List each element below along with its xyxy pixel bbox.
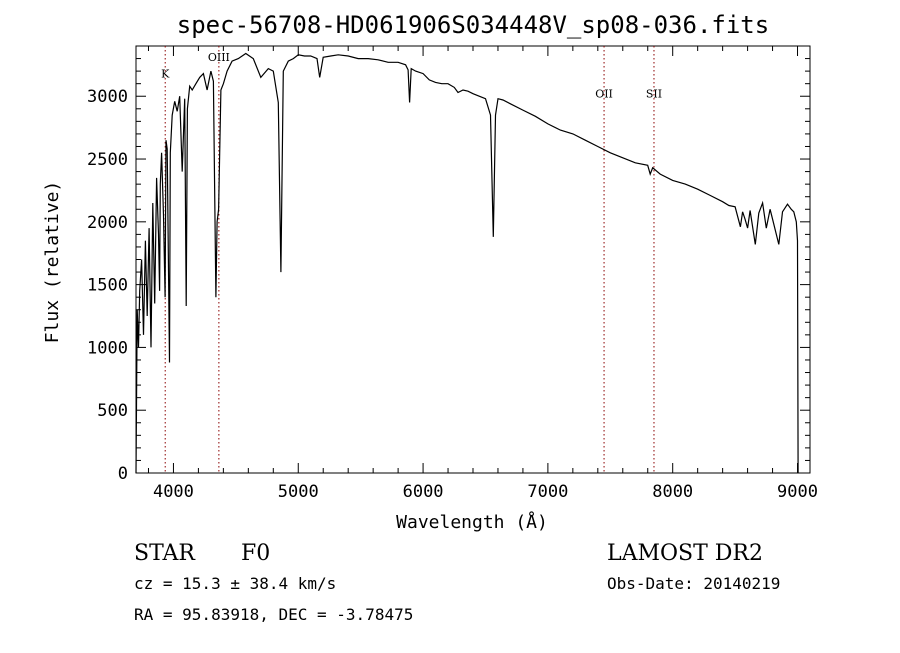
x-tick-label: 5000 <box>278 482 319 502</box>
x-axis-label: Wavelength (Å) <box>396 511 548 533</box>
marker-label-oiii: OIII <box>208 51 230 64</box>
marker-label-oii: OII <box>595 87 613 100</box>
axis-ticks: 4000 5000 6000 7000 8000 9000 0 500 1000 1500 2000… <box>87 46 818 502</box>
y-tick-label: 500 <box>97 401 128 421</box>
x-tick-label: 9000 <box>777 482 818 502</box>
marker-label-sii: SII <box>646 87 662 100</box>
x-tick-label: 8000 <box>652 482 693 502</box>
marker-label-k: K <box>161 67 170 80</box>
chart-title: spec-56708-HD061906S034448V_sp08-036.fit… <box>177 11 769 39</box>
line-markers: K OIII OII SII <box>161 46 662 473</box>
flux-line-0 <box>135 52 799 474</box>
x-tick-label: 6000 <box>403 482 444 502</box>
x-tick-label: 4000 <box>153 482 194 502</box>
subclass: F0 <box>241 541 270 566</box>
plot-frame <box>135 45 811 474</box>
y-tick-label: 1500 <box>87 276 128 296</box>
series-group <box>135 52 799 474</box>
survey-name: LAMOST DR2 <box>607 541 763 566</box>
y-tick-label: 1000 <box>87 338 128 358</box>
y-tick-label: 2000 <box>87 213 128 233</box>
obs-date: Obs-Date: 20140219 <box>607 574 780 593</box>
x-tick-label: 7000 <box>527 482 568 502</box>
y-axis-label: Flux (relative) <box>42 181 63 344</box>
y-tick-label: 3000 <box>87 87 128 107</box>
y-tick-label: 0 <box>118 464 128 484</box>
y-tick-label: 2500 <box>87 150 128 170</box>
plot-area <box>135 45 811 474</box>
coordinates-text: RA = 95.83918, DEC = -3.78475 <box>134 605 413 624</box>
object-type: STAR <box>134 541 196 566</box>
redshift-text: cz = 15.3 ± 38.4 km/s <box>134 574 336 593</box>
